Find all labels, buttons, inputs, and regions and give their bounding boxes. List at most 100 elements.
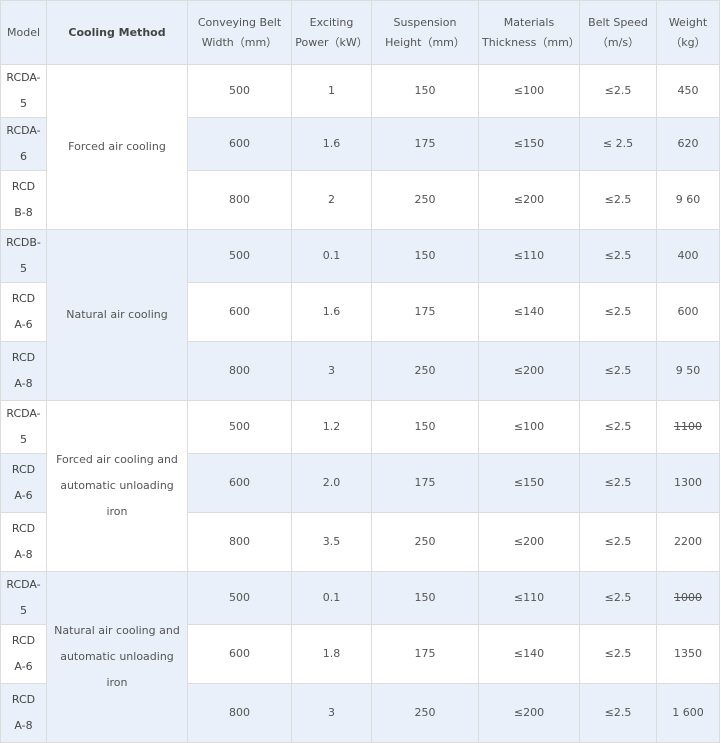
model-text: RCDA-6 [6, 124, 41, 163]
table-row: RCDA-5 Natural air cooling and automatic … [0, 571, 720, 743]
height-cell: 150 [371, 571, 479, 625]
speed-cell: ≤ 2.5 [579, 117, 657, 171]
model-cell: RCDA-8 [0, 341, 47, 401]
weight-cell: 9 60 [656, 170, 720, 230]
height-cell: 175 [371, 453, 479, 513]
speed-cell: ≤2.5 [579, 683, 657, 743]
weight-cell: 1350 [656, 624, 720, 684]
power-cell: 1.6 [291, 117, 372, 171]
width-cell: 600 [187, 282, 292, 342]
header-suspension-height: Suspension Height（mm） [371, 0, 479, 65]
power-cell: 3.5 [291, 512, 372, 572]
model-cell: RCDA-5 [0, 64, 47, 118]
header-cooling-method: Cooling Method [46, 0, 188, 65]
thickness-cell: ≤200 [478, 512, 580, 572]
weight-cell: 620 [656, 117, 720, 171]
cooling-method-cell: Forced air cooling [46, 64, 188, 230]
thickness-cell: ≤140 [478, 282, 580, 342]
thickness-cell: ≤200 [478, 341, 580, 401]
weight-cell: 1300 [656, 453, 720, 513]
width-cell: 600 [187, 453, 292, 513]
model-text: RCDA-5 [6, 578, 41, 617]
thickness-cell: ≤110 [478, 571, 580, 625]
cooling-method-cell: Natural air cooling and automatic unload… [46, 571, 188, 743]
width-cell: 600 [187, 117, 292, 171]
speed-cell: ≤2.5 [579, 571, 657, 625]
speed-cell: ≤2.5 [579, 400, 657, 454]
weight-cell: 1 600 [656, 683, 720, 743]
model-text: RCDA-8 [11, 693, 36, 732]
power-cell: 2.0 [291, 453, 372, 513]
power-cell: 0.1 [291, 571, 372, 625]
speed-cell: ≤2.5 [579, 512, 657, 572]
speed-cell: ≤2.5 [579, 453, 657, 513]
table-row: RCDA-6 600 1.6 175 ≤140 ≤2.5 600 [0, 282, 720, 342]
speed-cell: ≤2.5 [579, 229, 657, 283]
height-cell: 150 [371, 400, 479, 454]
thickness-cell: ≤100 [478, 64, 580, 118]
width-cell: 800 [187, 170, 292, 230]
width-cell: 500 [187, 571, 292, 625]
power-cell: 1.6 [291, 282, 372, 342]
weight-cell: 1000 [656, 571, 720, 625]
model-cell: RCDA-6 [0, 282, 47, 342]
weight-cell: 1100 [656, 400, 720, 454]
height-cell: 175 [371, 624, 479, 684]
height-cell: 250 [371, 683, 479, 743]
table-row: RCDA-5 Forced air cooling 500 1 150 ≤100 ≤2.5 4… [0, 64, 720, 230]
model-cell: RCDA-6 [0, 453, 47, 513]
model-text: RCDA-5 [6, 407, 41, 446]
thickness-cell: ≤140 [478, 624, 580, 684]
height-cell: 250 [371, 170, 479, 230]
weight-cell: 9 50 [656, 341, 720, 401]
header-belt-speed: Belt Speed（m/s） [579, 0, 657, 65]
speed-cell: ≤2.5 [579, 282, 657, 342]
table-row: RCDB-5 Natural air cooling 500 0.1 150 ≤110 ≤2… [0, 229, 720, 401]
weight-cell: 450 [656, 64, 720, 118]
model-cell: RCDA-6 [0, 624, 47, 684]
thickness-cell: ≤100 [478, 400, 580, 454]
width-cell: 600 [187, 624, 292, 684]
speed-cell: ≤2.5 [579, 170, 657, 230]
model-text: RCDA-6 [11, 634, 36, 673]
model-cell: RCDA-8 [0, 512, 47, 572]
height-cell: 250 [371, 341, 479, 401]
height-cell: 250 [371, 512, 479, 572]
model-cell: RCDA-5 [0, 400, 47, 454]
power-cell: 3 [291, 683, 372, 743]
model-cell: RCDB-8 [0, 170, 47, 230]
table-row: RCDA-8 800 3 250 ≤200 ≤2.5 9 50 [0, 341, 720, 401]
speed-cell: ≤2.5 [579, 624, 657, 684]
width-cell: 500 [187, 64, 292, 118]
header-model: Model [0, 0, 47, 65]
width-cell: 500 [187, 400, 292, 454]
table-row: RCDA-6 600 1.6 175 ≤150 ≤ 2.5 620 [0, 117, 720, 171]
header-belt-width: Conveying Belt Width（mm） [187, 0, 292, 65]
width-cell: 800 [187, 341, 292, 401]
weight-cell: 600 [656, 282, 720, 342]
model-cell: RCDA-8 [0, 683, 47, 743]
power-cell: 0.1 [291, 229, 372, 283]
model-text: RCDB-5 [6, 236, 41, 275]
model-cell: RCDB-5 [0, 229, 47, 283]
power-cell: 2 [291, 170, 372, 230]
power-cell: 1 [291, 64, 372, 118]
model-text: RCDB-8 [11, 180, 36, 219]
model-text: RCDA-6 [11, 463, 36, 502]
table-row: RCDB-8 800 2 250 ≤200 ≤2.5 9 60 [0, 170, 720, 230]
cooling-method-cell: Forced air cooling and automatic unloadi… [46, 400, 188, 572]
height-cell: 175 [371, 282, 479, 342]
speed-cell: ≤2.5 [579, 341, 657, 401]
width-cell: 800 [187, 512, 292, 572]
thickness-cell: ≤150 [478, 117, 580, 171]
cooling-method-cell: Natural air cooling [46, 229, 188, 401]
height-cell: 150 [371, 229, 479, 283]
power-cell: 3 [291, 341, 372, 401]
thickness-cell: ≤200 [478, 683, 580, 743]
width-cell: 800 [187, 683, 292, 743]
table-row: RCDA-5 Forced air cooling and automatic u… [0, 400, 720, 572]
speed-cell: ≤2.5 [579, 64, 657, 118]
model-text: RCDA-8 [11, 522, 36, 561]
power-cell: 1.2 [291, 400, 372, 454]
